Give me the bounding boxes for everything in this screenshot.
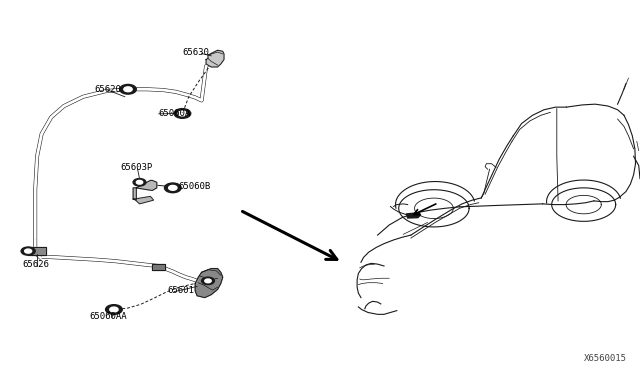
Polygon shape: [152, 264, 165, 270]
Circle shape: [174, 109, 191, 118]
Polygon shape: [195, 269, 223, 298]
Text: 65626: 65626: [22, 260, 49, 269]
Circle shape: [110, 307, 118, 312]
Text: 65060A: 65060A: [159, 109, 191, 118]
Circle shape: [133, 179, 146, 186]
Circle shape: [120, 84, 136, 94]
Polygon shape: [28, 247, 46, 255]
Circle shape: [202, 277, 214, 285]
Circle shape: [164, 183, 181, 193]
Text: 65601: 65601: [168, 286, 195, 295]
Text: 65060AA: 65060AA: [90, 312, 127, 321]
Circle shape: [106, 305, 122, 314]
Circle shape: [136, 180, 143, 184]
Polygon shape: [134, 196, 154, 204]
Circle shape: [21, 247, 35, 255]
Text: 65620: 65620: [95, 85, 122, 94]
Polygon shape: [133, 180, 157, 200]
Circle shape: [178, 111, 187, 116]
Circle shape: [24, 249, 31, 253]
Text: 65603P: 65603P: [120, 163, 152, 172]
Circle shape: [205, 279, 211, 283]
Text: X6560015: X6560015: [584, 354, 627, 363]
Circle shape: [169, 185, 177, 190]
Text: 65060B: 65060B: [178, 182, 210, 190]
Polygon shape: [406, 213, 420, 218]
Text: 65630: 65630: [182, 48, 209, 57]
Polygon shape: [206, 50, 224, 67]
Circle shape: [124, 87, 132, 92]
